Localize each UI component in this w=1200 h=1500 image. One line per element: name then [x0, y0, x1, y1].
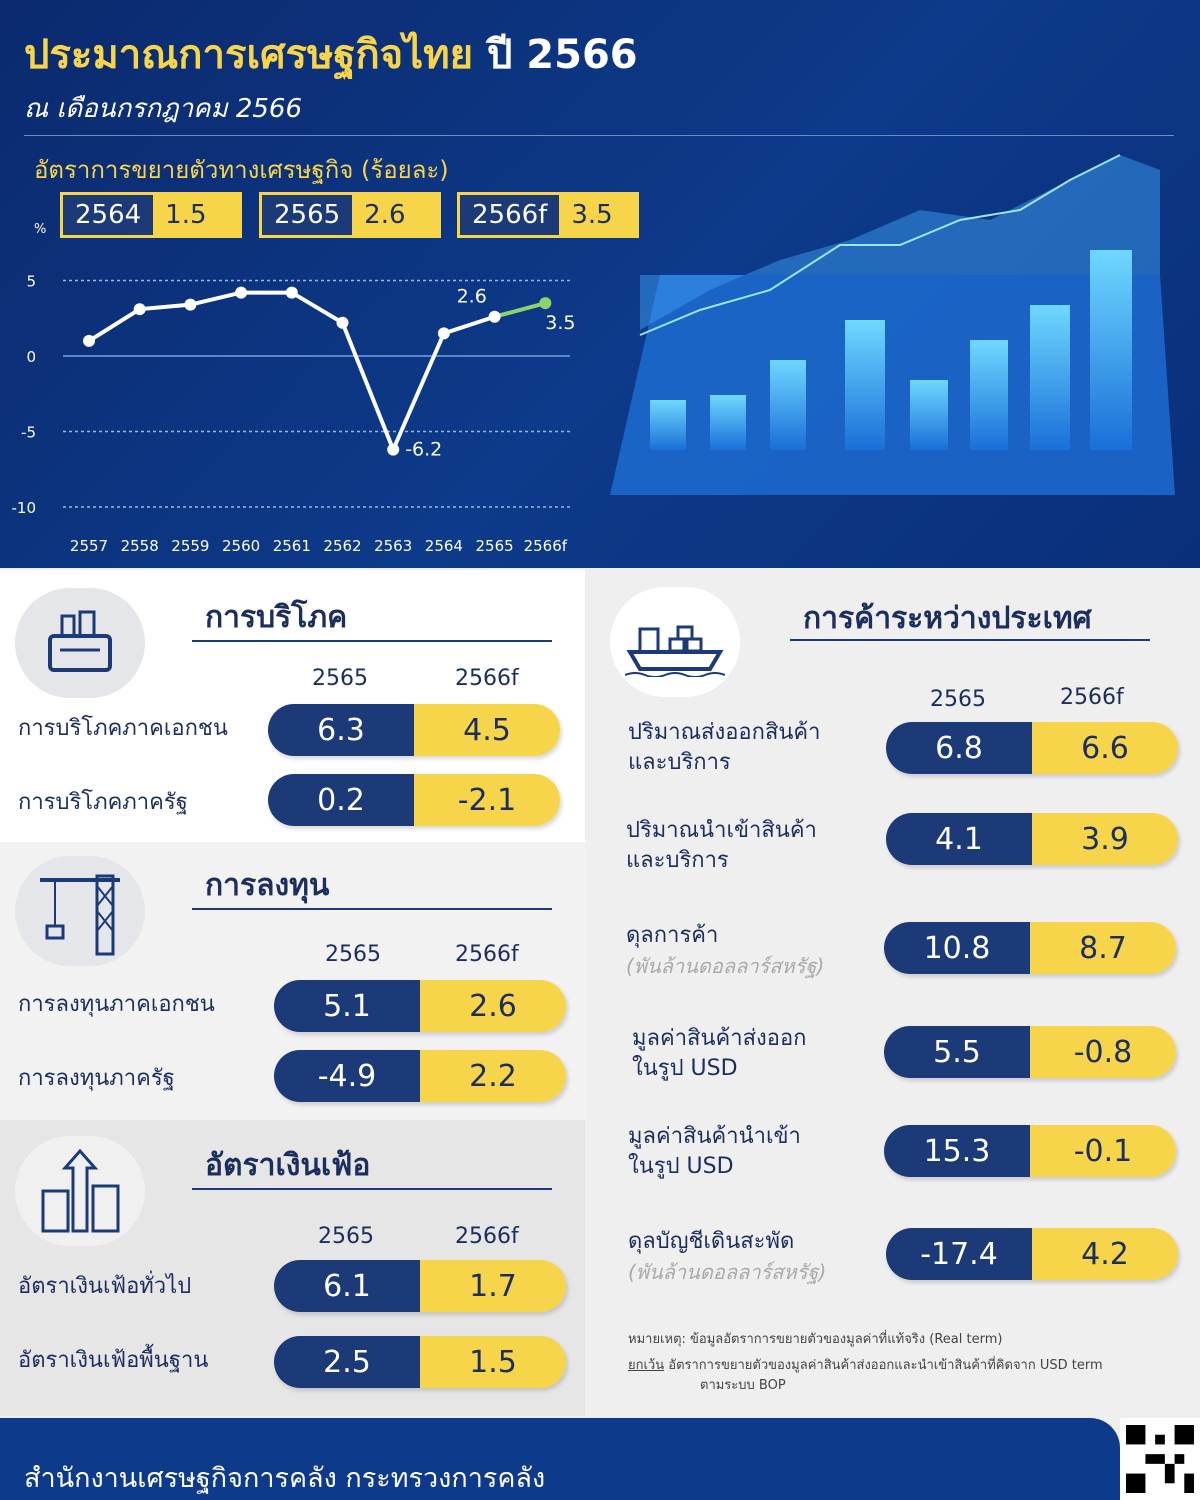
cargo-ship-icon: [610, 587, 740, 697]
data-point: [235, 286, 248, 299]
column-header: 2565: [930, 687, 986, 712]
x-tick-label: 2564: [425, 537, 463, 555]
data-point: [133, 303, 146, 316]
qr-code[interactable]: [1120, 1418, 1200, 1500]
row-label: อัตราเงินเฟ้อพื้นฐาน: [18, 1348, 209, 1373]
footnote: ตามระบบ BOP: [700, 1378, 786, 1393]
footnote: หมายเหตุ: ข้อมูลอัตราการขยายตัวของมูลค่า…: [628, 1332, 1003, 1347]
gdp-line-chart: 5 0 -5 -10 2557 2558 2559 2560 2561 2562 2563 2564 2…: [12, 273, 576, 556]
shopping-basket-icon: [15, 588, 145, 698]
gdp-pill-2565: 2565 2.6: [259, 192, 441, 238]
data-point: [539, 297, 552, 310]
column-header: 2566f: [1060, 685, 1124, 710]
x-tick-label: 2562: [323, 537, 361, 555]
value-bar: 6.1 1.7: [274, 1260, 566, 1312]
section-title: อัตราเงินเฟ้อ: [205, 1148, 371, 1183]
section-title: การบริโภค: [205, 600, 348, 635]
x-tick-label: 2560: [222, 537, 260, 555]
x-tick-label: 2558: [121, 537, 159, 555]
row-label: ดุลการค้า (พันล้านดอลลาร์สหรัฐ): [626, 923, 825, 978]
consumption-panel: การบริโภค 2565 2566f การบริโภคภาคเอกชน 6…: [0, 570, 585, 842]
row-label: การบริโภคภาคเอกชน: [18, 716, 228, 741]
row-label: มูลค่าสินค้านำเข้า ในรูป USD: [628, 1124, 801, 1179]
column-header: 2565: [312, 666, 368, 691]
value-bar: -4.9 2.2: [274, 1050, 566, 1102]
footnote: ยกเว้น อัตราการขยายตัวของมูลค่าสินค้าส่ง…: [628, 1358, 1103, 1373]
value-bar: 0.2 -2.1: [268, 774, 560, 826]
section-title: การลงทุน: [205, 868, 330, 903]
organization-name: สำนักงานเศรษฐกิจการคลัง กระทรวงการคลัง: [24, 1463, 546, 1494]
value-bar: 2.5 1.5: [274, 1336, 566, 1388]
divider: [192, 640, 552, 642]
column-header: 2565: [325, 942, 381, 967]
divider: [790, 639, 1150, 641]
value-bar: 5.5 -0.8: [884, 1026, 1176, 1078]
row-label: การบริโภคภาครัฐ: [18, 790, 188, 815]
subtitle: ณ เดือนกรกฎาคม 2566: [24, 94, 303, 124]
value-bar: -17.4 4.2: [886, 1228, 1178, 1280]
row-label: มูลค่าสินค้าส่งออก ในรูป USD: [632, 1026, 807, 1081]
footer: สำนักงานเศรษฐกิจการคลัง กระทรวงการคลัง: [0, 1418, 1120, 1500]
y-axis-unit: %: [34, 222, 47, 237]
value-bar: 15.3 -0.1: [884, 1125, 1176, 1177]
data-point: [387, 443, 400, 456]
x-tick-label: 2566f: [524, 537, 568, 555]
x-tick-label: 2561: [273, 537, 311, 555]
investment-panel: การลงทุน 2565 2566f การลงทุนภาคเอกชน 5.1…: [0, 842, 585, 1120]
y-tick-label: -10: [12, 499, 37, 517]
data-point: [83, 334, 95, 347]
y-tick-label: -5: [21, 424, 36, 442]
divider: [192, 1188, 552, 1190]
row-label: ปริมาณนำเข้าสินค้า และบริการ: [626, 818, 817, 873]
value-bar: 4.1 3.9: [886, 813, 1178, 865]
value-bar: 5.1 2.6: [274, 980, 566, 1032]
row-label: ปริมาณส่งออกสินค้า และบริการ: [628, 720, 821, 775]
row-label: อัตราเงินเฟ้อทั่วไป: [18, 1274, 192, 1299]
column-header: 2566f: [455, 1224, 519, 1249]
x-tick-label: 2557: [70, 537, 108, 555]
data-point: [336, 316, 349, 329]
actual-series-line: [87, 290, 496, 455]
section-title: การค้าระหว่างประเทศ: [803, 601, 1092, 636]
data-point: [285, 286, 298, 299]
data-label: 3.5: [545, 312, 575, 334]
divider: [24, 135, 1174, 136]
data-point: [488, 310, 501, 323]
growth-illustration: [610, 154, 1175, 495]
page-title: ประมาณการเศรษฐกิจไทย ปี 2566: [24, 32, 638, 78]
data-point: [184, 298, 197, 311]
data-label: -6.2: [405, 439, 442, 461]
value-bar: 6.3 4.5: [268, 704, 560, 756]
row-label: การลงทุนภาคเอกชน: [18, 992, 215, 1017]
forecast-series-line: [494, 301, 546, 319]
column-header: 2565: [318, 1224, 374, 1249]
x-tick-label: 2559: [171, 537, 209, 555]
gdp-pill-2564: 2564 1.5: [60, 192, 242, 238]
column-header: 2566f: [455, 942, 519, 967]
y-tick-label: 0: [26, 348, 36, 366]
trade-panel: การค้าระหว่างประเทศ 2565 2566f ปริมาณส่ง…: [588, 575, 1200, 1416]
divider: [192, 908, 552, 910]
chart-title: อัตราการขยายตัวทางเศรษฐกิจ (ร้อยละ): [34, 156, 449, 184]
data-point: [437, 327, 450, 340]
value-bar: 10.8 8.7: [884, 922, 1176, 974]
crane-icon: [15, 856, 145, 966]
x-tick-label: 2563: [374, 537, 412, 555]
value-bar: 6.8 6.6: [886, 722, 1178, 774]
column-header: 2566f: [455, 666, 519, 691]
gdp-pill-2566f: 2566f 3.5: [457, 192, 639, 238]
row-label: การลงทุนภาครัฐ: [18, 1066, 175, 1091]
rising-arrow-icon: [15, 1136, 145, 1246]
inflation-panel: อัตราเงินเฟ้อ 2565 2566f อัตราเงินเฟ้อทั…: [0, 1120, 585, 1416]
y-tick-label: 5: [26, 273, 36, 291]
x-tick-label: 2565: [476, 537, 514, 555]
row-label: ดุลบัญชีเดินสะพัด (พันล้านดอลลาร์สหรัฐ): [628, 1229, 827, 1284]
header: ประมาณการเศรษฐกิจไทย ปี 2566 ณ เดือนกรกฎ…: [0, 0, 1200, 568]
data-label: 2.6: [457, 286, 487, 308]
